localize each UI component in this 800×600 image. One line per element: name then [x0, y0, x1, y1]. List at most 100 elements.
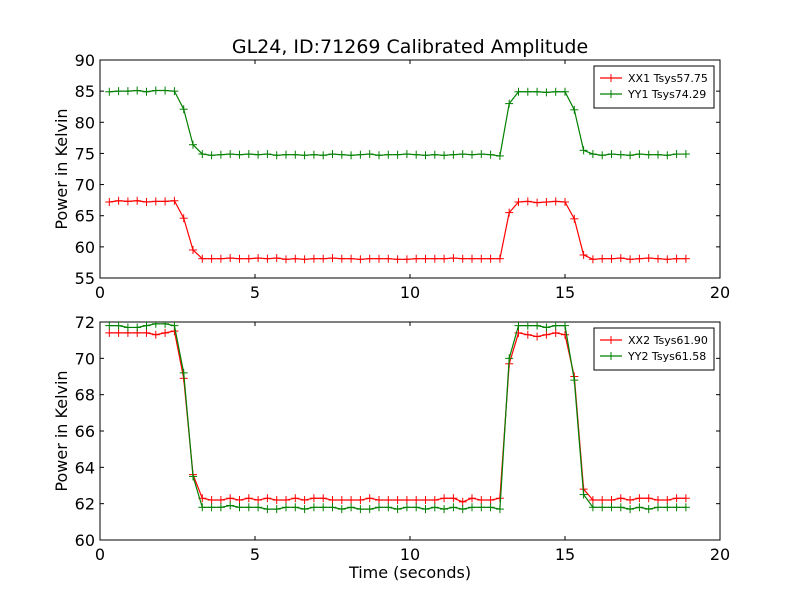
- top-data-point: [523, 197, 532, 206]
- bottom-data-point: [151, 322, 160, 328]
- top-data-point: [123, 87, 132, 96]
- bottom-data-point: [561, 330, 569, 339]
- top-data-point: [588, 150, 597, 159]
- bottom-data-point: [347, 503, 356, 512]
- top-data-point: [105, 87, 114, 96]
- bottom-data-point: [654, 503, 662, 512]
- bottom-x-tick-label: 5: [250, 545, 260, 564]
- bottom-data-point: [300, 505, 309, 514]
- bottom-data-point: [375, 503, 383, 512]
- top-data-point: [663, 255, 672, 264]
- bottom-data-point: [319, 503, 328, 512]
- top-data-point: [105, 198, 114, 207]
- top-data-point: [607, 254, 616, 263]
- bottom-data-point: [579, 490, 588, 499]
- bottom-legend-entry: YY2 Tsys61.58: [600, 350, 706, 363]
- bottom-legend-box: [593, 327, 715, 371]
- bottom-data-point: [235, 503, 244, 512]
- top-data-point: [198, 150, 207, 159]
- top-data-point: [282, 150, 290, 159]
- top-data-point: [244, 254, 253, 263]
- top-data-point: [598, 254, 607, 263]
- top-data-point: [328, 254, 337, 263]
- top-data-point: [393, 255, 402, 264]
- top-data-point: [654, 150, 662, 159]
- bottom-data-point: [607, 496, 616, 505]
- top-data-point: [337, 254, 346, 263]
- bottom-data-point: [309, 494, 318, 503]
- top-data-point: [486, 150, 495, 159]
- bottom-data-point: [412, 496, 421, 505]
- bottom-data-point: [672, 503, 681, 512]
- bottom-data-point: [226, 494, 235, 503]
- top-data-point: [189, 140, 197, 149]
- top-data-point: [337, 150, 346, 159]
- bottom-data-point: [114, 322, 123, 330]
- top-data-point: [421, 254, 430, 263]
- bottom-data-point: [244, 494, 253, 503]
- bottom-data-point: [384, 496, 393, 505]
- top-data-point: [672, 254, 681, 263]
- bottom-data-point: [328, 503, 337, 512]
- top-y-axis-label: Power in Kelvin: [52, 108, 71, 229]
- top-data-point: [235, 254, 244, 263]
- bottom-data-point: [551, 328, 560, 337]
- top-data-point: [384, 150, 393, 159]
- bottom-data-point: [644, 505, 653, 514]
- bottom-y-tick-label: 64: [75, 458, 95, 477]
- top-data-point: [626, 151, 635, 160]
- bottom-data-point: [468, 494, 476, 503]
- bottom-data-point: [477, 496, 486, 505]
- bottom-data-point: [347, 496, 356, 505]
- top-data-point: [440, 151, 449, 160]
- top-data-point: [430, 150, 439, 159]
- bottom-data-point: [375, 496, 383, 505]
- top-data-point: [198, 254, 207, 263]
- bottom-legend-label: YY2 Tsys61.58: [627, 350, 706, 363]
- top-data-point: [579, 146, 588, 155]
- top-data-point: [189, 245, 197, 254]
- bottom-plot-panel: 0 5 10 15 20 60 62 64 66 68 70 72 Power in Kelvin Tim…: [52, 313, 730, 582]
- bottom-data-point: [523, 322, 532, 330]
- top-data-point: [495, 254, 504, 263]
- top-data-point: [458, 254, 467, 263]
- top-data-point: [114, 196, 123, 205]
- top-legend-label: YY1 Tsys74.29: [627, 88, 706, 101]
- bottom-y-tick-label: 66: [75, 422, 95, 441]
- bottom-y-tick-label: 70: [75, 349, 95, 368]
- top-data-point: [272, 151, 281, 160]
- top-data-point: [356, 255, 365, 264]
- bottom-data-point: [468, 503, 476, 512]
- top-data-point: [319, 254, 328, 263]
- top-data-point: [375, 151, 383, 160]
- top-data-point: [216, 254, 225, 263]
- top-data-point: [663, 151, 672, 160]
- bottom-x-tick-label: 20: [710, 545, 730, 564]
- bottom-data-point: [170, 322, 179, 330]
- top-data-point: [468, 254, 476, 263]
- top-data-point: [161, 197, 170, 206]
- bottom-data-point: [123, 323, 132, 332]
- top-y-tick-label: 60: [75, 238, 95, 257]
- top-data-point: [514, 87, 523, 96]
- top-x-tick-label: 15: [555, 283, 575, 302]
- bottom-data-point: [412, 503, 421, 512]
- bottom-data-point: [570, 376, 579, 385]
- top-data-point: [170, 196, 179, 205]
- bottom-data-point: [542, 330, 551, 339]
- top-data-point: [672, 150, 681, 159]
- bottom-data-point: [393, 505, 402, 514]
- bottom-data-point: [486, 496, 495, 505]
- bottom-data-point: [282, 503, 290, 512]
- top-data-point: [244, 150, 253, 159]
- top-data-point: [514, 198, 523, 207]
- top-data-point: [365, 150, 374, 159]
- top-data-point: [449, 150, 458, 159]
- top-data-point: [421, 151, 430, 160]
- bottom-data-point: [430, 503, 439, 512]
- bottom-data-point: [430, 496, 439, 505]
- top-data-point: [616, 150, 625, 159]
- bottom-series-2: [105, 322, 690, 514]
- bottom-data-point: [616, 503, 625, 512]
